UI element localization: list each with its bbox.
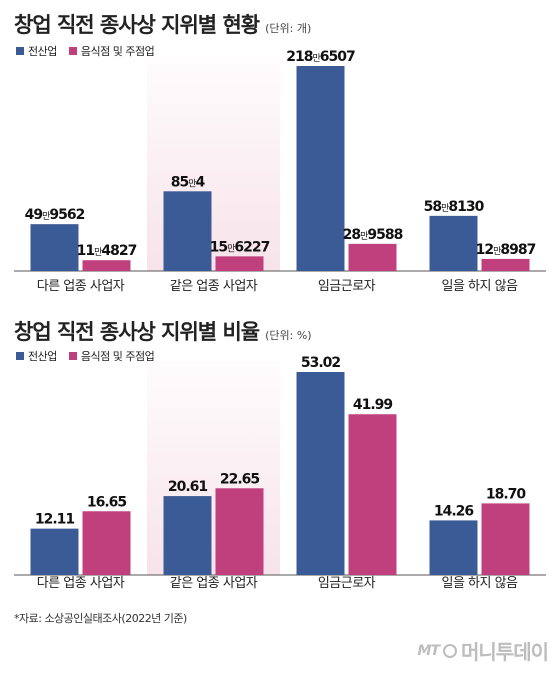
- data-label: 15만6227: [210, 239, 270, 255]
- bar-series2: [215, 256, 264, 271]
- legend-item-series2: 음식점 및 주점업: [68, 43, 155, 59]
- data-label: 49만9562: [25, 207, 85, 223]
- chart-title-text: 창업 직전 종사상 지위별 현황: [14, 13, 260, 37]
- legend-swatch-series2: [68, 47, 77, 55]
- chart-title: 창업 직전 종사상 지위별 현황 (단위: 개): [14, 9, 311, 39]
- data-label: 22.65: [220, 471, 260, 487]
- chart-block-2: 창업 직전 종사상 지위별 비율 (단위: %) 전산업 음식점 및 주점업 12…: [14, 316, 546, 591]
- data-label: 16.65: [87, 494, 127, 510]
- bar-series1: [163, 191, 212, 271]
- category-label: 같은 업종 사업자: [170, 279, 258, 294]
- category-label: 임금근로자: [318, 576, 376, 591]
- bar-chart-ratio: 12.11 16.65 다른 업종 사업자 20.61 22.65 같은 업종 사업자 53…: [14, 355, 546, 591]
- data-label: 20.61: [168, 479, 208, 495]
- data-label: 12만8987: [476, 242, 536, 258]
- chart-title: 창업 직전 종사상 지위별 비율 (단위: %): [14, 316, 312, 346]
- data-label: 18.70: [486, 486, 527, 502]
- bar-series1: [429, 520, 478, 575]
- data-label: 12.11: [35, 512, 75, 528]
- category-label: 다른 업종 사업자: [37, 279, 125, 294]
- legend-item-series1: 전산업: [16, 348, 57, 364]
- data-label: 218만6507: [286, 49, 355, 65]
- category-label: 임금근로자: [318, 279, 376, 294]
- data-label: 58만8130: [424, 199, 485, 215]
- data-label: 28만9588: [343, 227, 403, 243]
- logo-mark: MT: [417, 642, 441, 659]
- bar-series2: [348, 243, 397, 271]
- bar-series2: [348, 414, 397, 575]
- bar-series1: [429, 215, 478, 271]
- legend-label-series1: 전산업: [28, 350, 57, 363]
- legend-item-series2: 음식점 및 주점업: [68, 348, 155, 364]
- legend-item-series1: 전산업: [16, 43, 57, 59]
- legend-label-series2: 음식점 및 주점업: [80, 350, 155, 363]
- legend-swatch-series2: [68, 352, 77, 360]
- bar-series2: [82, 511, 131, 575]
- unit-label: (단위: %): [265, 329, 312, 342]
- bar-series1: [163, 496, 212, 575]
- category-label: 같은 업종 사업자: [170, 576, 258, 591]
- bar-series2: [215, 488, 264, 575]
- category-label: 다른 업종 사업자: [37, 576, 125, 591]
- bar-series1: [30, 528, 79, 575]
- logo-circle-icon: [443, 643, 457, 658]
- bar-series1: [296, 372, 345, 575]
- data-label: 41.99: [353, 397, 393, 413]
- data-label: 14.26: [434, 503, 474, 519]
- legend-label-series1: 전산업: [28, 45, 57, 58]
- bar-series2: [481, 258, 530, 271]
- data-label: 11만4827: [77, 243, 137, 259]
- legend-label-series2: 음식점 및 주점업: [80, 45, 155, 58]
- category-label: 일을 하지 않음: [441, 576, 518, 591]
- source-note: *자료: 소상공인실태조사(2022년 기준): [14, 612, 187, 625]
- legend: 전산업 음식점 및 주점업: [16, 348, 155, 364]
- bar-series1: [296, 66, 345, 271]
- bar-series2: [82, 260, 131, 271]
- brand-logo: MT 머니투데이: [417, 636, 549, 665]
- legend-swatch-series1: [16, 352, 24, 360]
- legend: 전산업 음식점 및 주점업: [16, 43, 155, 59]
- bar-series1: [30, 224, 79, 271]
- bar-chart-status: 49만9562 11만4827 다른 업종 사업자 85만4 15만6227 같은 업종 …: [14, 49, 546, 294]
- unit-label: (단위: 개): [265, 22, 312, 35]
- chart-block-1: 창업 직전 종사상 지위별 현황 (단위: 개) 전산업 음식점 및 주점업 49…: [0, 0, 560, 300]
- logo-text: 머니투데이: [461, 640, 549, 664]
- data-label: 53.02: [301, 355, 341, 371]
- category-label: 일을 하지 않음: [441, 279, 518, 294]
- bar-series2: [481, 503, 530, 575]
- chart-title-text: 창업 직전 종사상 지위별 비율: [14, 320, 260, 344]
- data-label: 85만4: [171, 174, 206, 190]
- legend-swatch-series1: [16, 47, 24, 55]
